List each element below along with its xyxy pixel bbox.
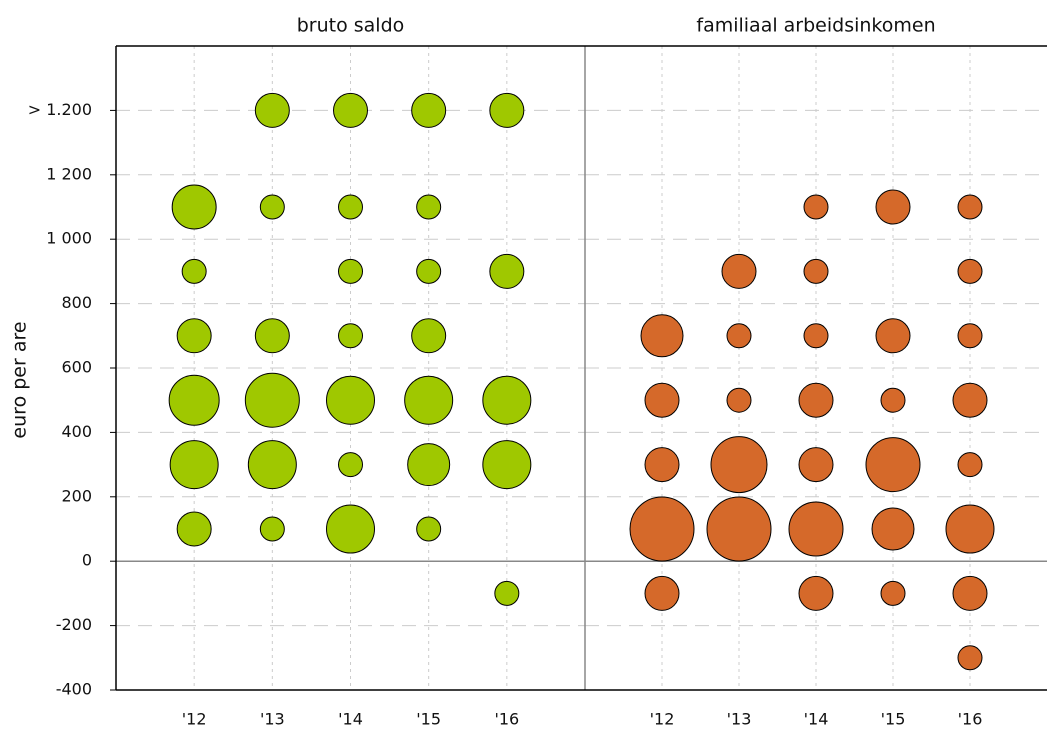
bubble [726,323,752,349]
bubble [176,511,212,547]
y-tick-label: > 1.200 [28,100,92,119]
bubble [411,318,447,354]
x-tick-label: '14 [804,710,829,729]
y-tick-label: 600 [61,358,92,377]
bubble [952,382,988,418]
y-tick-label: 1 200 [46,164,92,183]
bubble [489,253,525,289]
bubble [494,580,520,606]
bubble [482,440,532,490]
x-tick-label: '15 [416,710,441,729]
y-tick-label: -200 [56,615,92,634]
bubble [247,440,297,490]
bubble [338,323,363,349]
bubble [798,382,834,418]
bubble [629,496,695,562]
bubble [880,580,906,606]
bubble [803,194,829,220]
bubble [416,516,442,542]
bubble [871,507,915,551]
bubble [404,375,454,425]
bubble [416,258,442,284]
x-tick-label: '16 [494,710,519,729]
bubble [957,323,983,349]
bubble [644,575,680,611]
y-axis-label: euro per are [9,321,31,438]
bubble [957,645,983,671]
y-tick-label: 1 000 [46,229,92,248]
x-tick-label: '12 [650,710,675,729]
bubble [176,318,212,354]
x-tick-label: '15 [881,710,906,729]
bubble [169,440,219,490]
x-tick-label: '12 [182,710,207,729]
bubble [865,437,921,493]
bubble [254,318,290,354]
bubble [168,374,220,426]
y-tick-label: 800 [61,293,92,312]
y-tick-label: 400 [61,422,92,441]
bubble [803,258,829,284]
bubble [875,318,911,354]
bubble [798,447,834,483]
bubble [721,253,757,289]
bubble [259,516,285,542]
x-tick-label: '14 [338,710,363,729]
bubble [407,443,451,487]
bubble [254,92,290,128]
bubble [640,314,684,358]
bubble [259,194,285,220]
bubble [726,387,752,413]
bubble [957,452,983,478]
x-tick-label: '13 [260,710,285,729]
bubble [957,194,983,220]
bubble [489,92,525,128]
y-tick-label: -400 [56,680,92,699]
bubble [333,92,368,128]
bubble [644,447,680,483]
bubble [244,372,300,428]
panel-title: bruto saldo [297,15,405,37]
bubble [644,382,680,418]
x-tick-label: '13 [727,710,752,729]
bubble [957,258,983,284]
bubble [181,258,207,284]
bubble [482,375,532,425]
bubble [803,323,829,349]
y-tick-label: 0 [82,551,92,570]
bubble [326,504,375,554]
y-tick-label: 200 [61,486,92,505]
bubble [338,258,363,284]
x-tick-label: '16 [958,710,983,729]
bubble [880,387,906,413]
bubble [706,496,772,562]
bubble [952,575,988,611]
bubble [338,452,363,478]
bubble [416,194,442,220]
panel-title: familiaal arbeidsinkomen [696,15,935,37]
bubble [326,375,375,425]
bubble [798,575,834,611]
bubble [411,92,447,128]
bubble [710,436,768,494]
bubble [875,189,911,225]
bubble [171,184,217,230]
bubble [945,504,995,554]
bubble [788,501,844,557]
bubble [338,194,363,220]
